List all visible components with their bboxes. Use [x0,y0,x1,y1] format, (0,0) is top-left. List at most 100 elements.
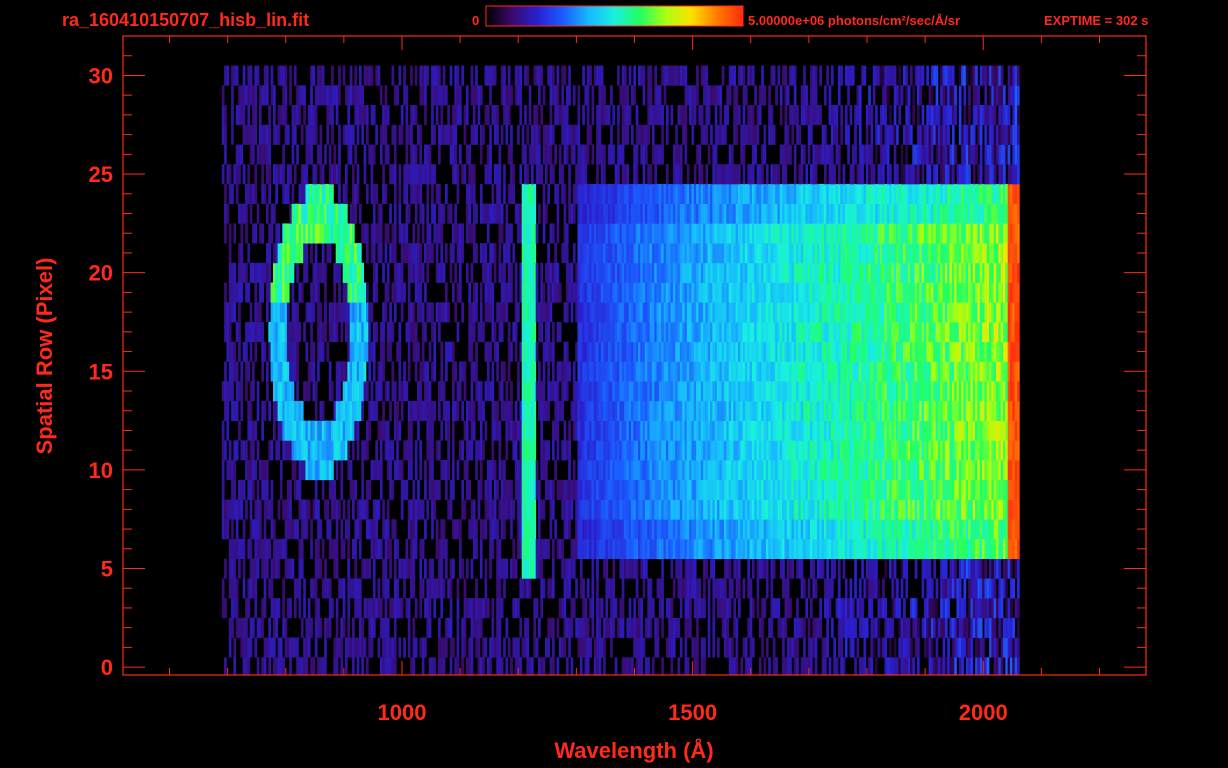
heatmap-cell [851,598,855,619]
heatmap-cell [333,302,337,323]
heatmap-cell [610,381,613,402]
heatmap-cell [665,322,669,343]
heatmap-cell [275,400,278,421]
heatmap-cell [1005,361,1008,382]
heatmap-cell [289,341,292,362]
heatmap-cell [712,538,716,559]
heatmap-cell [937,479,941,500]
heatmap-cell [540,302,543,323]
heatmap-cell [600,420,604,441]
heatmap-cell [819,322,822,343]
heatmap-cell [433,479,437,500]
heatmap-cell [231,282,234,303]
heatmap-cell [668,381,671,402]
heatmap-cell [403,558,406,579]
heatmap-cell [493,322,497,343]
heatmap-cell [352,341,355,362]
heatmap-cell [844,420,848,441]
heatmap-cell [761,519,764,540]
heatmap-cell [770,479,774,500]
heatmap-cell [703,460,706,481]
heatmap-cell [810,479,813,500]
heatmap-cell [791,637,795,658]
heatmap-cell [558,637,562,658]
heatmap-cell [424,322,427,343]
heatmap-cell [1010,578,1013,599]
heatmap-cell [837,519,841,540]
heatmap-cell [412,322,416,343]
heatmap-cell [728,657,732,675]
heatmap-cell [631,361,634,382]
heatmap-cell [621,400,625,421]
heatmap-cell [249,578,253,599]
heatmap-cell [345,361,348,382]
heatmap-cell [719,499,723,520]
heatmap-cell [414,460,418,481]
heatmap-cell [433,341,437,362]
heatmap-cell [273,400,276,421]
heatmap-cell [517,381,520,402]
heatmap-cell [486,499,490,520]
heatmap-cell [503,302,506,323]
heatmap-cell [289,637,292,658]
heatmap-cell [563,558,567,579]
heatmap-cell [686,657,690,675]
heatmap-cell [658,400,662,421]
heatmap-cell [1014,460,1018,481]
heatmap-cell [433,657,437,675]
heatmap-cell [526,322,530,343]
heatmap-cell [749,637,753,658]
heatmap-cell [970,302,974,323]
heatmap-cell [817,558,820,579]
heatmap-cell [335,598,339,619]
heatmap-cell [391,440,395,461]
heatmap-cell [428,598,432,619]
heatmap-cell [414,598,418,619]
heatmap-cell [784,322,788,343]
heatmap-cell [800,440,804,461]
heatmap-cell [742,519,746,540]
heatmap-cell [628,657,632,675]
heatmap-cell [352,538,355,559]
heatmap-cell [747,400,750,421]
heatmap-cell [721,460,725,481]
heatmap-cell [568,519,571,540]
heatmap-cell [312,381,316,402]
heatmap-cell [891,440,895,461]
heatmap-cell [814,657,818,675]
heatmap-cell [538,479,541,500]
heatmap-cell [635,420,639,441]
heatmap-cell [912,341,915,362]
heatmap-cell [754,499,757,520]
heatmap-cell [896,460,899,481]
heatmap-cell [545,460,548,481]
heatmap-cell [533,479,537,500]
heatmap-cell [872,558,876,579]
heatmap-cell [533,499,537,520]
heatmap-cell [998,657,1002,675]
heatmap-cell [484,282,488,303]
heatmap-cell [526,538,530,559]
heatmap-cell [651,440,655,461]
heatmap-cell [368,322,371,343]
heatmap-cell [682,538,685,559]
heatmap-cell [717,302,720,323]
heatmap-cell [228,440,232,461]
heatmap-cell [314,420,318,441]
heatmap-cell [770,381,774,402]
heatmap-cell [742,479,746,500]
heatmap-cell [254,302,258,323]
heatmap-cell [612,381,616,402]
heatmap-cell [935,440,939,461]
heatmap-cell [633,460,636,481]
heatmap-cell [714,400,718,421]
heatmap-cell [338,381,341,402]
heatmap-cell [761,341,764,362]
heatmap-cell [293,519,297,540]
heatmap-cell [598,341,602,362]
heatmap-cell [691,302,695,323]
heatmap-cell [503,637,506,658]
heatmap-cell [805,479,809,500]
heatmap-cell [996,657,999,675]
heatmap-cell [419,302,423,323]
